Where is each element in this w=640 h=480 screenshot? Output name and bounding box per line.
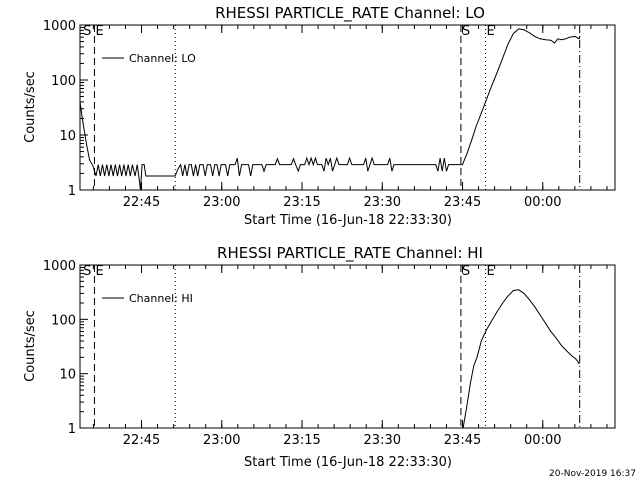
x-axis-title-lo: Start Time (16-Jun-18 22:33:30) [244, 213, 452, 228]
plot-frame-lo [79, 24, 616, 191]
series-line-lo-0 [79, 28, 581, 191]
x-tick-label-lo-0: 22:45 [123, 195, 160, 210]
legend-lo: Channel: LO [102, 52, 196, 65]
x-tick-label-hi-4: 23:45 [444, 433, 481, 448]
x-tick-label-lo-5: 00:00 [524, 195, 561, 210]
chart-title-lo: RHESSI PARTICLE_RATE Channel: LO [215, 4, 485, 23]
footer-timestamp: 20-Nov-2019 16:37 [549, 469, 636, 479]
x-tick-label-hi-5: 00:00 [524, 433, 561, 448]
y-axis-title-hi: Counts/sec [23, 310, 38, 382]
event-marker-label-hi-4: E [487, 264, 495, 279]
legend-label-hi: Channel: HI [129, 292, 193, 305]
legend-hi: Channel: HI [102, 292, 193, 305]
y-axis-hi: 1 10 100 1000 [43, 259, 88, 437]
event-marker-label-hi-3: S [462, 264, 470, 279]
event-marker-label-lo-4: E [487, 24, 495, 39]
series-line-hi-0 [462, 289, 580, 429]
x-tick-label-lo-3: 23:30 [364, 195, 401, 210]
event-marker-label-lo-3: S [462, 24, 470, 39]
x-tick-label-hi-1: 23:00 [203, 433, 240, 448]
x-tick-label-hi-3: 23:30 [364, 433, 401, 448]
panel-lo: RHESSI PARTICLE_RATE Channel: LO 1101001… [23, 4, 616, 228]
x-tick-label-lo-1: 23:00 [203, 195, 240, 210]
x-axis-hi: 22:45 23:00 23:15 23:30 23:45 00:00 [92, 265, 608, 448]
plot-frame-hi [79, 264, 616, 429]
y-tick-label-hi-2: 100 [51, 313, 76, 328]
x-tick-label-lo-2: 23:15 [283, 195, 320, 210]
y-tick-label-lo-2: 100 [51, 74, 76, 89]
x-tick-label-lo-4: 23:45 [444, 195, 481, 210]
event-marker-label-lo-0: S [83, 24, 91, 39]
y-tick-label-hi-0: 1 [68, 422, 76, 437]
panel-hi: RHESSI PARTICLE_RATE Channel: HI 1101001… [23, 244, 616, 470]
x-tick-label-hi-0: 22:45 [123, 433, 160, 448]
y-tick-label-lo-0: 1 [68, 184, 76, 199]
y-axis-lo: 1 10 100 1000 [43, 19, 88, 199]
event-marker-label-hi-1: E [95, 264, 103, 279]
x-tick-label-hi-2: 23:15 [283, 433, 320, 448]
y-tick-label-lo-3: 1000 [43, 19, 76, 34]
y-axis-title-lo: Counts/sec [23, 71, 38, 143]
series-group-lo [79, 28, 581, 191]
series-group-hi [462, 289, 580, 429]
x-axis-title-hi: Start Time (16-Jun-18 22:33:30) [244, 455, 452, 470]
y-tick-label-hi-1: 10 [59, 368, 76, 383]
y-tick-label-hi-3: 1000 [43, 259, 76, 274]
event-marker-label-lo-1: E [95, 24, 103, 39]
x-axis-lo: 22:45 23:00 23:15 23:30 23:45 00:00 [92, 25, 608, 210]
legend-label-lo: Channel: LO [129, 52, 196, 65]
chart-title-hi: RHESSI PARTICLE_RATE Channel: HI [217, 244, 483, 263]
y-tick-label-lo-1: 10 [59, 129, 76, 144]
event-marker-label-hi-0: S [83, 264, 91, 279]
